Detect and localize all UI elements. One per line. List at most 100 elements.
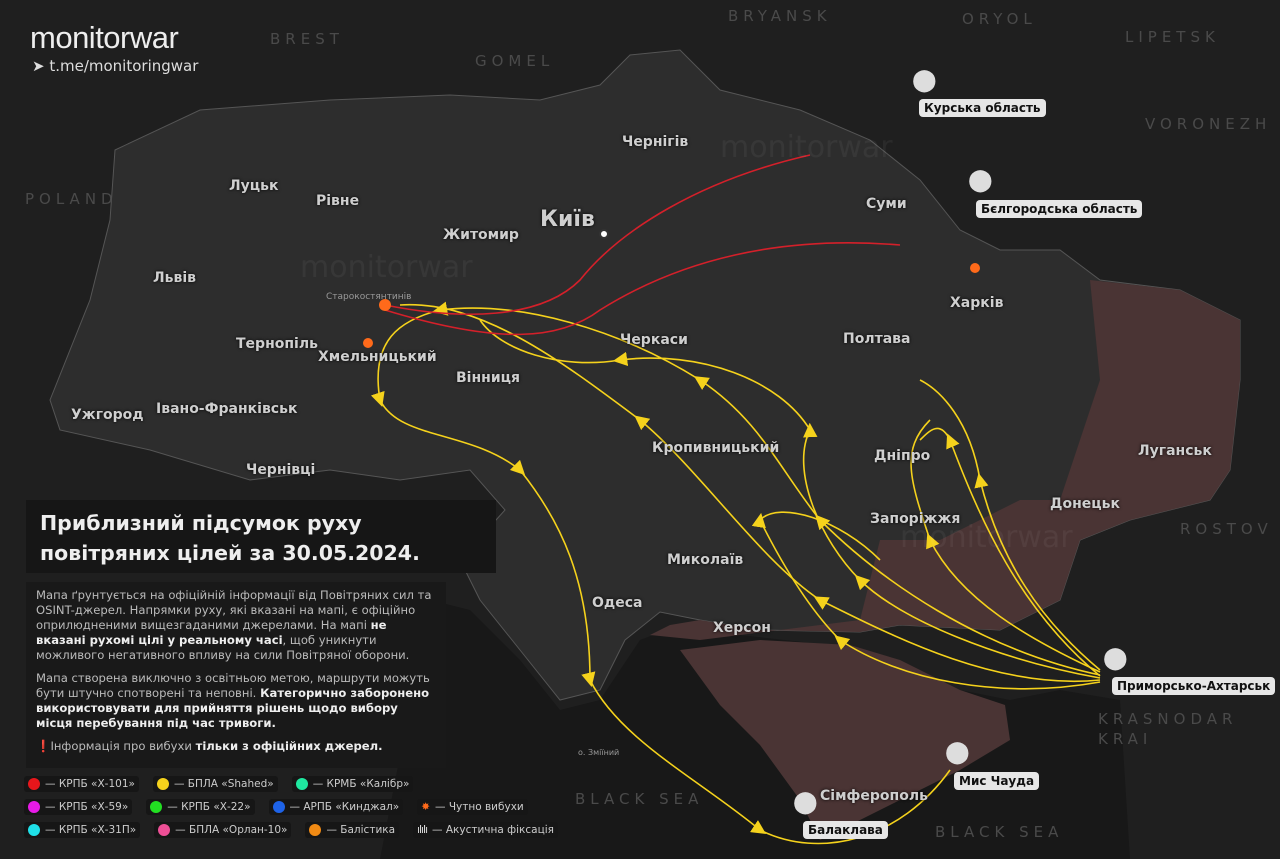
info-text: Мапа ґрунтується на офіційній інформації…: [36, 588, 432, 632]
shahed-routes: [370, 301, 1101, 845]
legend-label: — КРПБ «Х-59»: [45, 800, 129, 813]
legend-item: — АРПБ «Кинджал»: [268, 798, 404, 815]
dot-icon: [28, 777, 40, 790]
explosion-icon: ✸: [421, 800, 430, 813]
legend-item: ıIıIı — Акустична фіксація: [413, 821, 558, 838]
city-label: Житомир: [443, 227, 519, 243]
city-label: Старокостянтинів: [326, 292, 412, 302]
city-label: Донецьк: [1050, 496, 1120, 512]
watermark: monitorwar: [720, 130, 893, 165]
city-label: Івано-Франківськ: [156, 401, 298, 417]
city-label: Херсон: [713, 620, 771, 636]
city-label: Запоріжжя: [870, 511, 961, 527]
city-label: Рівне: [316, 193, 360, 209]
country-label: KRAI: [1098, 730, 1153, 748]
city-label: Луцьк: [229, 178, 279, 194]
legend-label: — Акустична фіксація: [432, 823, 554, 836]
legend-label: — БПЛА «Shahed»: [173, 777, 274, 790]
telegram-handle: t.me/monitoringwar: [49, 57, 199, 75]
country-label: KRASNODAR: [1098, 710, 1238, 728]
pin-label: Балаклава: [803, 821, 888, 839]
country-label: GOMEL: [475, 52, 555, 70]
dot-icon: [28, 823, 40, 836]
city-label: Львів: [153, 270, 196, 286]
city-label: Полтава: [843, 331, 911, 347]
country-label: BLACK SEA: [935, 823, 1064, 841]
watermark: monitorwar: [900, 520, 1073, 555]
occupied-territory: [650, 280, 1240, 640]
city-label: Суми: [866, 196, 907, 212]
city-label: Сімферополь: [820, 788, 928, 804]
city-label: Дніпро: [874, 448, 931, 464]
city-label: Харків: [950, 295, 1004, 311]
legend-item: — КРПБ «Х-59»: [24, 798, 133, 815]
location-pin-icon: ⬤: [968, 168, 993, 193]
kyiv-marker: [599, 229, 609, 239]
dot-icon: [150, 800, 163, 813]
legend-item: — БПЛА «Орлан-10»: [154, 821, 292, 838]
dot-icon: [272, 800, 285, 813]
legend-label: — КРПБ «Х-31П»: [45, 823, 137, 836]
legend-item: — Балістика: [305, 821, 400, 838]
dot-icon: [295, 777, 308, 790]
pin-label: Приморсько-Ахтарськ: [1112, 677, 1276, 695]
info-bold: тільки з офіційних джерел.: [195, 739, 383, 753]
x101-routes: [384, 154, 901, 336]
pin-label: Курська область: [919, 99, 1046, 117]
city-label: Черкаси: [620, 332, 688, 348]
dot-icon: [309, 823, 322, 836]
country-label: ROSTOV: [1180, 520, 1273, 538]
country-label: VORONEZH: [1145, 115, 1272, 133]
legend: — КРПБ «Х-101» — БПЛА «Shahed» — КРМБ «К…: [24, 772, 572, 841]
country-label: BRYANSK: [728, 7, 832, 25]
location-pin-icon: ⬤: [1103, 646, 1128, 671]
country-label: BLACK SEA: [575, 790, 704, 808]
legend-label: — Балістика: [326, 823, 396, 836]
info-text: Мапа створена виключно з освітньою метою…: [36, 671, 430, 700]
dot-icon: [156, 777, 169, 790]
dot-icon: [158, 823, 171, 836]
info-text: Інформація про вибухи: [50, 739, 196, 753]
island-label: о. Зміїний: [578, 748, 620, 757]
city-label: Вінниця: [456, 370, 520, 386]
legend-label: — КРПБ «Х-22»: [167, 800, 251, 813]
city-kyiv: Київ: [540, 207, 595, 232]
telegram-icon: ➤: [32, 57, 50, 75]
city-label: Чернівці: [246, 462, 316, 478]
info-bold: Категорично заборонено використовувати д…: [36, 686, 430, 730]
info-text: , щоб уникнути можливого негативного впл…: [36, 633, 410, 662]
pin-label: Мис Чауда: [954, 772, 1040, 790]
pin-label: Бєлгородська область: [976, 200, 1143, 218]
city-label: Ужгород: [71, 407, 144, 423]
explosion-marks: [363, 263, 980, 348]
legend-item: — КРПБ «Х-101»: [24, 775, 139, 792]
exclamation-icon: ❗: [36, 739, 51, 753]
legend-item: ✸ — Чутно вибухи: [417, 798, 528, 815]
map-title: Приблизний підсумок руху повітряних ціле…: [26, 500, 496, 573]
legend-label: — АРПБ «Кинджал»: [289, 800, 400, 813]
city-label: Миколаїв: [667, 552, 744, 568]
city-label: Тернопіль: [236, 336, 318, 352]
country-label: POLAND: [25, 190, 118, 208]
country-label: ORYOL: [962, 10, 1037, 28]
legend-item: — КРПБ «Х-31П»: [24, 821, 141, 838]
legend-label: — КРПБ «Х-101»: [45, 777, 135, 790]
location-pin-icon: ⬤: [945, 740, 970, 765]
legend-label: — КРМБ «Калібр»: [312, 777, 410, 790]
legend-item: — БПЛА «Shahed»: [152, 775, 278, 792]
country-label: LIPETSK: [1125, 28, 1220, 46]
watermark: monitorwar: [300, 250, 473, 285]
soundwave-icon: ıIıIı: [417, 823, 428, 836]
telegram-link[interactable]: ➤ t.me/monitoringwar: [32, 57, 198, 75]
dot-icon: [28, 800, 40, 813]
info-bold: не вказані рухомі цілі у реальному часі: [36, 618, 387, 647]
legend-item: — КРПБ «Х-22»: [146, 798, 255, 815]
legend-label: — БПЛА «Орлан-10»: [175, 823, 288, 836]
city-label: Чернігів: [622, 134, 689, 150]
info-panel: Мапа ґрунтується на офіційній інформації…: [26, 582, 446, 768]
location-pin-icon: ⬤: [912, 68, 937, 93]
city-label: Кропивницький: [652, 440, 780, 456]
brand-logo: monitorwar: [30, 20, 179, 55]
city-label: Хмельницький: [318, 349, 437, 365]
